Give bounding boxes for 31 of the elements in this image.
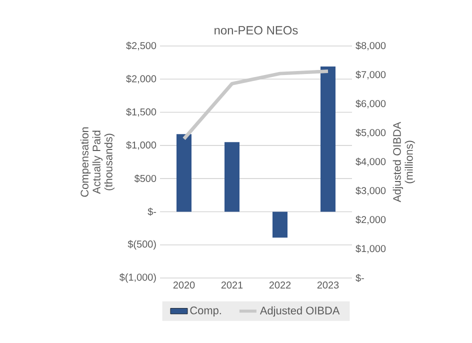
x-tick-label: 2021 xyxy=(221,282,243,289)
y2-tick-label: $6,000 xyxy=(356,100,386,108)
legend-label: Adjusted OIBDA xyxy=(260,306,340,317)
x-tick-label: 2020 xyxy=(173,282,195,289)
y-tick-label: $(500) xyxy=(128,240,156,250)
x-tick-label: 2023 xyxy=(317,282,339,289)
y2-axis-title: Adjusted OIBDA (millions) xyxy=(392,122,415,202)
y-axis-title: Compensation Actually Paid (thousands) xyxy=(80,127,115,197)
bar xyxy=(272,212,288,238)
legend-label: Comp. xyxy=(190,306,221,316)
y-tick-label: $2,000 xyxy=(126,74,156,84)
y-tick-label: $1,000 xyxy=(126,141,156,150)
y-tick-label: $- xyxy=(148,208,156,216)
y-tick-label: $(1,000) xyxy=(119,273,156,283)
y-tick-label: $1,500 xyxy=(126,108,156,117)
y-tick-label: $2,500 xyxy=(126,42,156,50)
chart-title: non-PEO NEOs xyxy=(214,26,298,34)
y2-tick-label: $3,000 xyxy=(356,186,386,196)
y2-tick-label: $1,000 xyxy=(356,244,386,254)
y2-tick-label: $4,000 xyxy=(356,158,386,166)
y2-tick-label: $2,000 xyxy=(356,216,386,224)
y2-tick-label: $8,000 xyxy=(356,42,386,50)
bar xyxy=(320,66,336,212)
bar xyxy=(176,134,192,212)
y-tick-label: $500 xyxy=(134,174,156,183)
line-series xyxy=(182,69,330,141)
y2-tick-label: $5,000 xyxy=(356,128,386,138)
x-tick-label: 2022 xyxy=(269,282,291,289)
bar xyxy=(224,142,240,212)
y2-tick-label: $- xyxy=(356,274,364,282)
y2-tick-label: $7,000 xyxy=(356,70,386,80)
